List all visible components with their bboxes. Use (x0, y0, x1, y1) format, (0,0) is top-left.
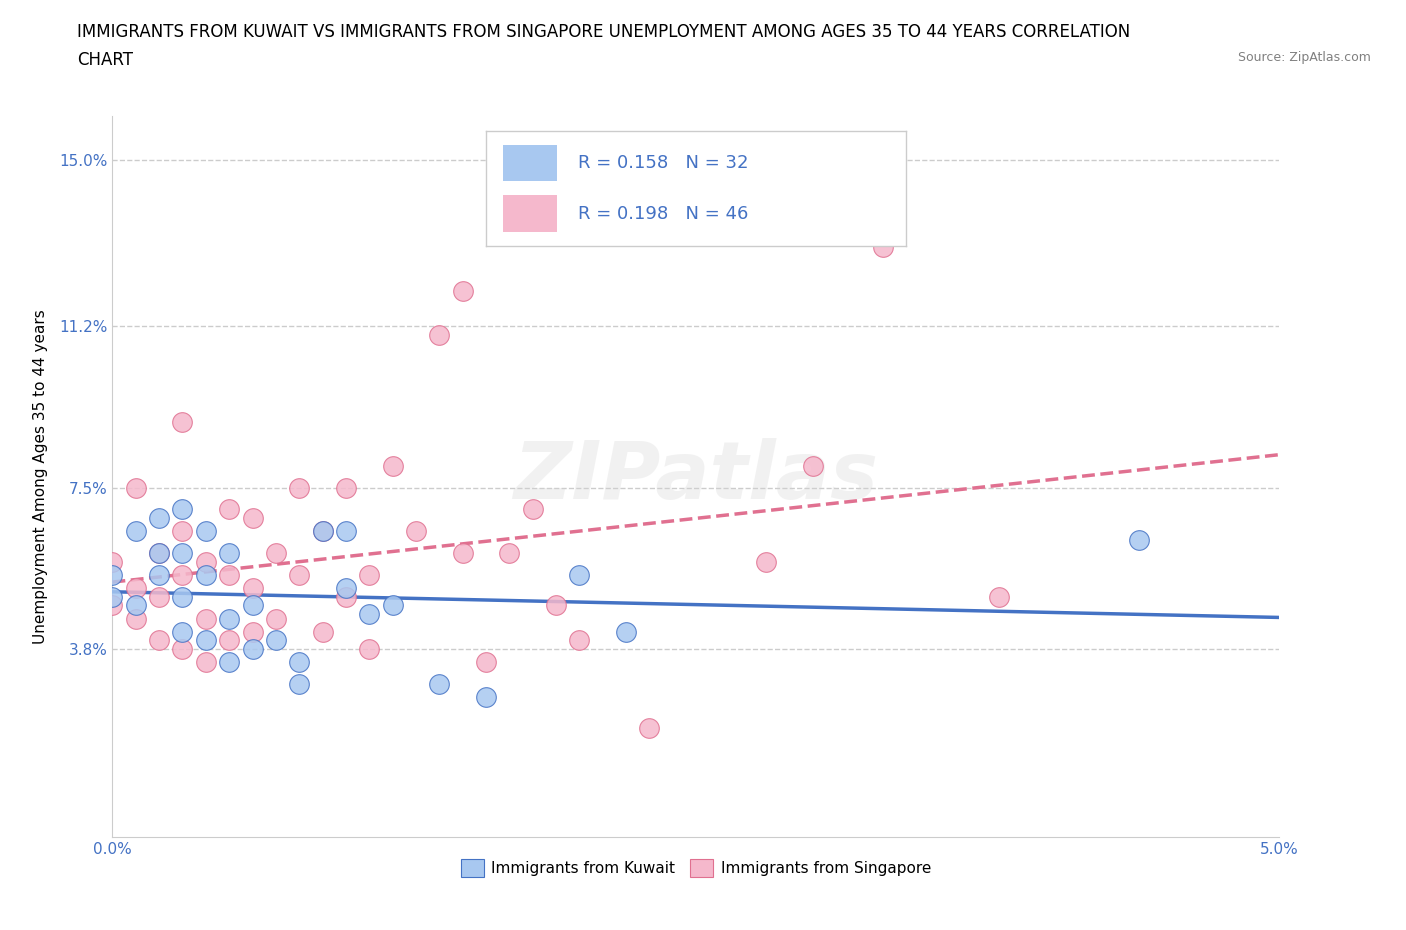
Point (125, 480, 148, 495)
Point (288, 655, 311, 670)
Point (101, 554, 124, 569)
Point (1128, 533, 1150, 548)
Point (288, 480, 311, 495)
Point (218, 502, 240, 517)
Point (194, 655, 217, 670)
Point (148, 567, 170, 582)
Point (335, 480, 357, 495)
Point (172, 502, 194, 517)
Point (451, 284, 474, 299)
Point (311, 524, 333, 538)
Point (242, 598, 264, 613)
Point (359, 567, 381, 582)
Point (335, 580, 357, 595)
Point (172, 524, 194, 538)
Point (194, 611, 217, 626)
Point (172, 415, 194, 430)
Point (638, 721, 661, 736)
Point (381, 598, 404, 613)
Point (288, 567, 311, 582)
Point (172, 642, 194, 657)
Point (125, 598, 148, 613)
Point (359, 606, 381, 621)
Point (172, 590, 194, 604)
Point (218, 546, 240, 561)
Point (148, 590, 170, 604)
Text: Source: ZipAtlas.com: Source: ZipAtlas.com (1237, 51, 1371, 64)
Point (498, 546, 520, 561)
Point (242, 642, 264, 657)
Point (242, 624, 264, 639)
Point (522, 502, 544, 517)
Point (264, 633, 287, 648)
Y-axis label: Unemployment Among Ages 35 to 44 years: Unemployment Among Ages 35 to 44 years (34, 310, 48, 644)
Point (405, 524, 427, 538)
Point (218, 655, 240, 670)
Point (148, 546, 170, 561)
Point (101, 567, 124, 582)
Point (218, 567, 240, 582)
Point (172, 624, 194, 639)
Point (125, 611, 148, 626)
Point (194, 524, 217, 538)
Point (148, 546, 170, 561)
Text: ZIPatlas: ZIPatlas (513, 438, 879, 515)
Point (381, 458, 404, 473)
Point (194, 567, 217, 582)
Point (335, 524, 357, 538)
Legend: Immigrants from Kuwait, Immigrants from Singapore: Immigrants from Kuwait, Immigrants from … (454, 853, 938, 884)
Point (801, 458, 824, 473)
Point (218, 633, 240, 648)
Point (264, 546, 287, 561)
Point (125, 580, 148, 595)
Point (125, 524, 148, 538)
Point (172, 567, 194, 582)
Point (475, 655, 498, 670)
Point (101, 598, 124, 613)
Point (427, 327, 450, 342)
Point (148, 633, 170, 648)
Point (872, 240, 894, 255)
Point (311, 524, 333, 538)
Point (988, 590, 1011, 604)
Point (311, 624, 333, 639)
Text: CHART: CHART (77, 51, 134, 69)
Point (194, 554, 217, 569)
Point (288, 677, 311, 692)
Point (335, 590, 357, 604)
Point (242, 511, 264, 525)
Point (544, 598, 567, 613)
Point (218, 611, 240, 626)
Point (614, 624, 637, 639)
Point (427, 677, 450, 692)
Point (101, 590, 124, 604)
Point (475, 690, 498, 705)
Point (755, 554, 778, 569)
Point (451, 546, 474, 561)
Point (568, 567, 591, 582)
Point (172, 546, 194, 561)
Point (242, 580, 264, 595)
Point (359, 642, 381, 657)
Point (568, 633, 591, 648)
Text: IMMIGRANTS FROM KUWAIT VS IMMIGRANTS FROM SINGAPORE UNEMPLOYMENT AMONG AGES 35 T: IMMIGRANTS FROM KUWAIT VS IMMIGRANTS FRO… (77, 23, 1130, 41)
Point (194, 633, 217, 648)
Point (148, 511, 170, 525)
Point (264, 611, 287, 626)
